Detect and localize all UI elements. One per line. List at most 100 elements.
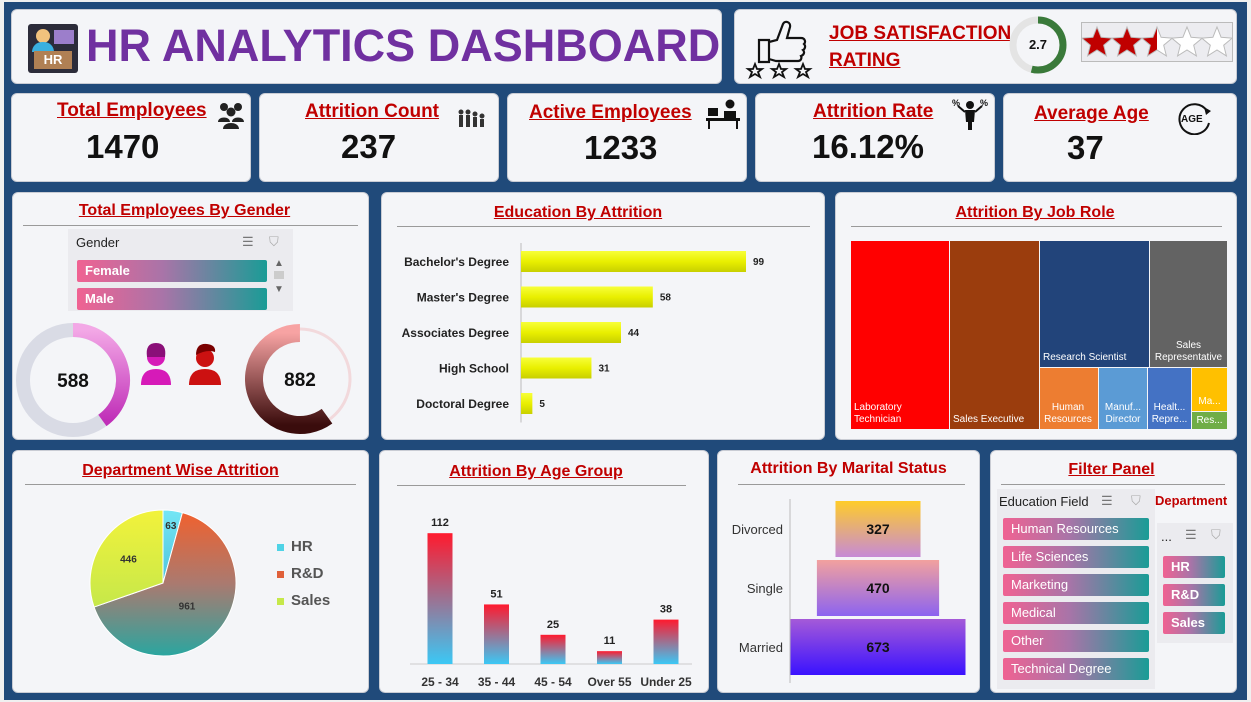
kpi-value: 1470 xyxy=(86,128,160,165)
funnel-value-label: 673 xyxy=(866,639,890,655)
kpi-active-employees: Active Employees 1233 xyxy=(507,93,747,182)
department-slicer-title: Department xyxy=(1155,493,1228,508)
treemap-tile: Laboratory Technician xyxy=(851,241,949,429)
department-pie-slice xyxy=(89,509,164,608)
clear-filter-icon[interactable]: ⛉ xyxy=(1211,527,1221,542)
department-value-label: 63 xyxy=(165,521,177,532)
treemap-tile-label: Sales Representative xyxy=(1154,340,1223,363)
divider xyxy=(738,484,965,485)
kpi-title: Attrition Rate xyxy=(813,101,934,122)
hr-logo-icon: HR xyxy=(28,24,78,73)
divider xyxy=(397,485,686,486)
age-category-label: 45 - 54 xyxy=(534,675,572,689)
treemap-tile-label: Human Resources xyxy=(1044,402,1092,425)
age-value-label: 11 xyxy=(604,635,616,647)
funnel-value-label: 470 xyxy=(866,580,890,596)
treemap-tile: Ma... xyxy=(1192,368,1227,411)
age-value-label: 38 xyxy=(660,604,672,616)
slicer-option-education[interactable]: Medical xyxy=(1003,602,1149,624)
education-bar xyxy=(521,286,653,308)
treemap-tile-label: Res... xyxy=(1196,415,1223,426)
marital-panel-title: Attrition By Marital Status xyxy=(750,460,947,477)
multi-select-icon[interactable]: ☰ xyxy=(1101,493,1113,508)
multi-select-icon[interactable]: ☰ xyxy=(1185,527,1197,542)
treemap-tile: Res... xyxy=(1192,412,1227,429)
female-count-label: 588 xyxy=(57,371,89,392)
star-icon xyxy=(1170,25,1204,57)
slicer-option-education[interactable]: Technical Degree xyxy=(1003,658,1149,680)
job-role-panel-title: Attrition By Job Role xyxy=(955,204,1115,221)
age-category-label: Under 25 xyxy=(640,675,692,689)
job-role-treemap: Laboratory Technician Sales Executive Rese… xyxy=(851,241,1227,429)
divider xyxy=(851,226,1222,227)
education-bar xyxy=(521,357,592,379)
education-value-label: 5 xyxy=(539,399,545,410)
slicer-option-female[interactable]: Female xyxy=(77,260,267,282)
funnel-bar xyxy=(835,501,921,557)
clear-filter-icon[interactable]: ⛉ xyxy=(1131,493,1141,508)
department-panel: Department Wise Attrition 63 961 446 HR R&D S… xyxy=(12,450,369,693)
treemap-tile-label: Ma... xyxy=(1198,396,1221,407)
slicer-scrollbar[interactable]: ▲ ▼ xyxy=(274,258,284,295)
funnel-bar xyxy=(816,560,940,616)
slicer-option-male[interactable]: Male xyxy=(77,288,267,310)
legend-label: Sales xyxy=(291,592,330,609)
slicer-option-department[interactable]: R&D xyxy=(1163,584,1225,606)
funnel-bar xyxy=(790,619,966,675)
age-group-panel-title: Attrition By Age Group xyxy=(449,463,623,480)
education-bar xyxy=(521,393,533,414)
multi-select-icon[interactable]: ☰ xyxy=(242,234,254,249)
education-bar xyxy=(521,322,621,343)
treemap-tile: Sales Representative xyxy=(1150,241,1227,367)
slicer-option-education[interactable]: Human Resources xyxy=(1003,518,1149,540)
age-value-label: 25 xyxy=(547,619,559,631)
education-field-slicer[interactable]: Education Field ☰ ⛉ Human Resources Life … xyxy=(997,489,1155,689)
treemap-tile: Human Resources xyxy=(1040,368,1098,429)
svg-text:%: % xyxy=(980,98,988,108)
age-category-label: 25 - 34 xyxy=(421,675,459,689)
kpi-title: Average Age xyxy=(1034,103,1149,124)
clear-filter-icon[interactable]: ⛉ xyxy=(269,234,279,249)
male-donut-arc xyxy=(245,324,333,434)
job-role-panel: Attrition By Job Role Laboratory Technic… xyxy=(835,192,1237,440)
legend-label: HR xyxy=(291,538,313,555)
slicer-option-education[interactable]: Other xyxy=(1003,630,1149,652)
department-slicer[interactable]: ... ☰ ⛉ HR R&D Sales xyxy=(1157,523,1233,643)
treemap-tile: Manuf... Director xyxy=(1099,368,1147,429)
education-bar-chart: Bachelor's Degree 99 Master's Degree 58 Asso… xyxy=(402,243,765,423)
education-panel-title: Education By Attrition xyxy=(493,204,663,221)
male-count-label: 882 xyxy=(284,370,316,391)
age-group-bar-chart: 112 25 - 34 51 35 - 44 25 45 - 54 11 Over 55 38 U… xyxy=(410,517,692,689)
female-icon xyxy=(141,343,171,385)
kpi-value: 1233 xyxy=(584,129,658,166)
treemap-tile-label: Healt... Repre... xyxy=(1151,402,1188,425)
kpi-value: 16.12% xyxy=(812,128,924,165)
gender-slicer[interactable]: Gender ☰ ⛉ Female Male ▲ ▼ xyxy=(68,229,293,311)
funnel-value-label: 327 xyxy=(866,521,890,537)
legend-label: R&D xyxy=(291,565,324,582)
education-category-label: Master's Degree xyxy=(417,291,510,305)
dashboard-title: HR ANALYTICS DASHBOARD xyxy=(86,20,721,71)
kpi-title: Active Employees xyxy=(529,102,692,123)
treemap-tile-label: Sales Executive xyxy=(953,414,1025,425)
satisfaction-gauge xyxy=(1009,16,1067,74)
slicer-option-department[interactable]: Sales xyxy=(1163,612,1225,634)
people-group-icon xyxy=(218,103,244,129)
slicer-option-education[interactable]: Life Sciences xyxy=(1003,546,1149,568)
legend-swatch xyxy=(277,544,284,551)
star-icon xyxy=(1140,25,1174,57)
slicer-option-department[interactable]: HR xyxy=(1163,556,1225,578)
divider xyxy=(1001,484,1225,485)
legend-swatch xyxy=(277,571,284,578)
slicer-option-education[interactable]: Marketing xyxy=(1003,574,1149,596)
funnel-category-label: Single xyxy=(747,581,783,596)
education-value-label: 44 xyxy=(628,328,640,339)
education-value-label: 31 xyxy=(598,364,610,375)
treemap-tile-label: Manuf... Director xyxy=(1104,402,1142,425)
kpi-value: 237 xyxy=(341,128,397,165)
job-satisfaction-label: JOB SATISFACTION RATING xyxy=(829,23,1012,71)
divider xyxy=(25,484,356,485)
percent-person-icon: %% xyxy=(952,98,988,130)
age-value-label: 112 xyxy=(431,517,449,529)
star-icon xyxy=(1110,25,1144,57)
